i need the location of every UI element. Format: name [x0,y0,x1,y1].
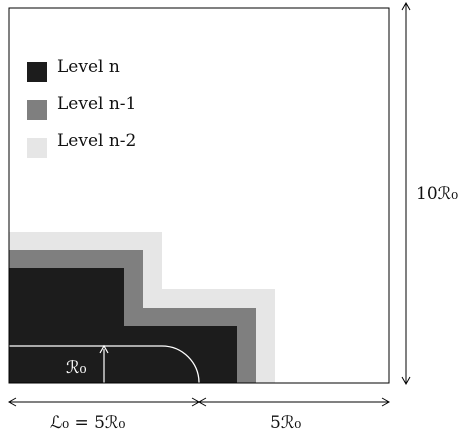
legend-swatch-level-n [27,62,47,82]
height-dimension-arrow [401,1,411,386]
legend-swatch-level-n-2 [27,138,47,158]
height-label: 10ℛ₀ [416,184,458,204]
legend-swatch-level-n-1 [27,100,47,120]
left-width-dimension-arrow [7,397,201,407]
obstacle-arc [9,345,200,384]
radius-label: ℛ₀ [66,358,87,378]
domain-frame [8,7,390,384]
left-width-label: ℒ₀ = 5ℛ₀ [50,413,125,433]
legend-label-level-n-1: Level n-1 [57,94,136,114]
legend-label-level-n: Level n [57,57,120,77]
legend-label-level-n-2: Level n-2 [57,131,136,151]
right-width-label: 5ℛ₀ [270,413,301,433]
right-width-dimension-arrow [197,397,391,407]
radius-arrow [99,344,109,383]
level-n-region [9,268,237,383]
